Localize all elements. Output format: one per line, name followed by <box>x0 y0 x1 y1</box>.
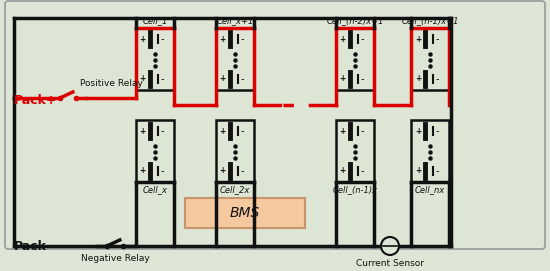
Text: -: - <box>436 166 439 176</box>
Text: -: - <box>241 34 245 44</box>
Text: +: + <box>220 127 226 136</box>
Bar <box>336 120 374 182</box>
Text: -: - <box>436 74 439 84</box>
Circle shape <box>381 237 399 255</box>
Bar <box>136 28 174 90</box>
Text: Cell_(n-1)x+1: Cell_(n-1)x+1 <box>402 16 459 25</box>
Text: +: + <box>415 74 421 83</box>
Bar <box>136 120 174 182</box>
Text: -: - <box>436 126 439 136</box>
Text: +: + <box>220 74 226 83</box>
Text: Pack-: Pack- <box>14 240 52 253</box>
Text: +: + <box>140 35 146 44</box>
Text: +: + <box>340 35 346 44</box>
Text: -: - <box>361 34 365 44</box>
Bar <box>216 28 254 90</box>
Text: +: + <box>140 74 146 83</box>
Text: +: + <box>415 127 421 136</box>
Text: Positive Relay: Positive Relay <box>80 79 143 88</box>
Bar <box>411 28 449 90</box>
Text: -: - <box>241 126 245 136</box>
Text: +: + <box>415 35 421 44</box>
Bar <box>336 28 374 90</box>
Text: +: + <box>340 74 346 83</box>
Text: -: - <box>161 166 164 176</box>
Text: Cell_(n-1)x: Cell_(n-1)x <box>332 185 377 194</box>
Text: Pack+: Pack+ <box>14 93 58 107</box>
Text: +: + <box>220 35 226 44</box>
Text: +: + <box>340 127 346 136</box>
Text: Cell_x: Cell_x <box>142 185 168 194</box>
Text: Cell_nx: Cell_nx <box>415 185 445 194</box>
Text: -: - <box>241 74 245 84</box>
Bar <box>411 120 449 182</box>
Bar <box>216 120 254 182</box>
Text: Cell_(n-2)x+1: Cell_(n-2)x+1 <box>326 16 384 25</box>
Text: -: - <box>361 74 365 84</box>
Text: -: - <box>241 166 245 176</box>
Text: Cell_x+1: Cell_x+1 <box>216 16 254 25</box>
Text: +: + <box>415 166 421 175</box>
FancyBboxPatch shape <box>5 1 545 249</box>
Text: -: - <box>161 126 164 136</box>
Text: Current Sensor: Current Sensor <box>356 259 424 268</box>
Text: BMS: BMS <box>230 206 260 220</box>
Text: -: - <box>161 34 164 44</box>
Text: -: - <box>436 34 439 44</box>
Text: +: + <box>140 127 146 136</box>
Text: Cell_2x: Cell_2x <box>220 185 250 194</box>
Text: -: - <box>161 74 164 84</box>
Text: -: - <box>361 126 365 136</box>
Bar <box>185 198 305 228</box>
Text: +: + <box>220 166 226 175</box>
Text: +: + <box>340 166 346 175</box>
Text: +: + <box>140 166 146 175</box>
Text: Negative Relay: Negative Relay <box>81 254 150 263</box>
Text: Cell_1: Cell_1 <box>142 16 168 25</box>
Text: -: - <box>361 166 365 176</box>
